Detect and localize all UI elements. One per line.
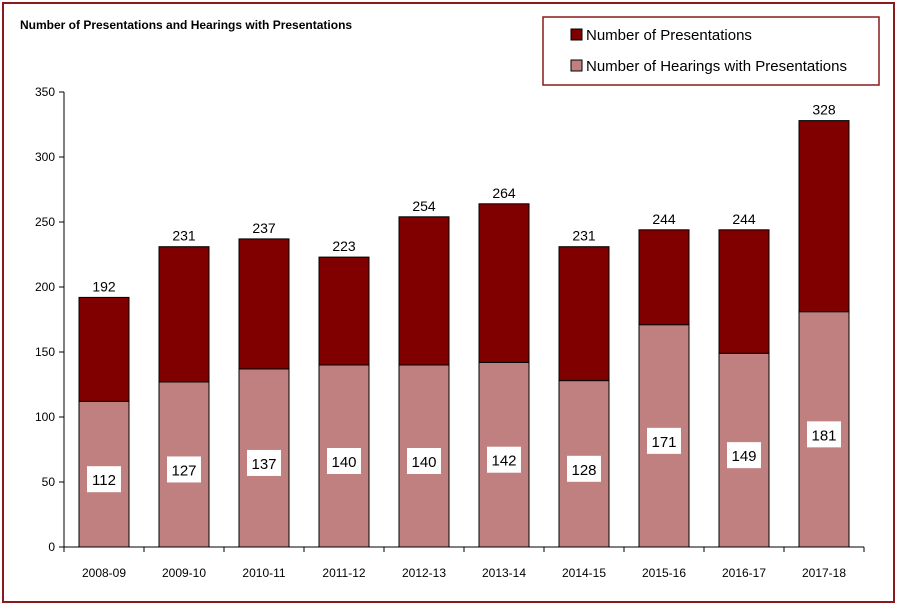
x-tick-label: 2016-17 [722,566,766,580]
bar-presentations [638,229,690,326]
legend-box [542,16,880,86]
data-label-total: 254 [412,198,436,214]
chart-title: Number of Presentations and Hearings wit… [20,18,352,32]
data-label-total: 244 [732,211,756,227]
x-tick-label: 2014-15 [562,566,606,580]
bars: 192 112 231 127 237 137 223 140 254 140 264 142 231 1… [78,102,850,548]
data-label-hearings: 127 [171,462,196,479]
y-tick-label: 250 [35,215,55,229]
data-label-total: 223 [332,238,356,254]
data-label-hearings: 137 [251,456,276,473]
data-label-box [727,442,761,469]
data-label-total: 264 [492,185,516,201]
data-label-hearings: 142 [491,453,516,470]
y-tick-label: 50 [42,475,56,489]
legend-label-presentations: Number of Presentations [586,27,752,44]
data-label-box [327,448,361,474]
bar-presentations [718,229,770,354]
legend-swatch-presentations [570,28,583,41]
x-tick-label: 2012-13 [402,566,446,580]
chart-frame: Number of Presentations and Hearings wit… [2,2,895,603]
data-label-box [167,456,201,483]
data-label-box [87,466,121,493]
bar-presentations [478,203,530,363]
y-axis: 0 50 100 150 200 250 300 350 [35,85,65,554]
x-tick-label: 2011-12 [322,566,365,580]
data-label-total: 237 [252,220,276,236]
y-tick-label: 150 [35,345,55,359]
x-axis: 2008-09 2009-10 2010-11 2011-12 2012-13 2013-… [63,546,865,580]
bar-presentations [78,296,130,402]
data-label-total: 192 [92,278,116,294]
data-label-box [647,427,681,454]
data-label-hearings: 140 [331,454,356,471]
x-tick-label: 2015-16 [642,566,686,580]
legend-swatch-hearings [570,59,583,72]
bar-presentations [318,256,370,366]
data-label-hearings: 181 [811,427,836,444]
y-tick-label: 200 [35,280,55,294]
x-tick-label: 2010-11 [242,566,285,580]
y-tick-label: 350 [35,85,55,99]
data-label-hearings: 112 [92,472,116,489]
data-label-hearings: 149 [731,448,756,465]
data-label-total: 231 [572,228,596,244]
data-label-hearings: 140 [411,454,436,471]
x-tick-label: 2013-14 [482,566,526,580]
data-label-total: 244 [652,211,676,227]
data-label-total: 328 [812,102,836,118]
data-label-box [247,449,281,476]
bar-presentations [238,238,290,370]
data-label-box [807,421,841,448]
bar-presentations [158,246,210,383]
data-label-box [567,455,601,482]
x-tick-label: 2017-18 [802,566,846,580]
x-tick-label: 2009-10 [162,566,206,580]
y-tick-label: 100 [35,410,55,424]
bar-presentations [398,216,450,366]
data-label-hearings: 171 [651,434,676,451]
bar-chart: Number of Presentations and Hearings wit… [20,16,880,580]
legend: Number of Presentations Number of Hearin… [542,16,880,86]
data-label-box [487,446,521,473]
x-tick-label: 2008-09 [82,566,126,580]
data-label-hearings: 128 [571,462,596,479]
legend-label-hearings: Number of Hearings with Presentations [586,58,847,75]
data-label-total: 231 [172,228,196,244]
y-tick-label: 0 [48,540,55,554]
bar-presentations [558,246,610,382]
data-label-box [407,448,441,474]
bar-presentations [798,120,850,313]
y-tick-label: 300 [35,150,55,164]
